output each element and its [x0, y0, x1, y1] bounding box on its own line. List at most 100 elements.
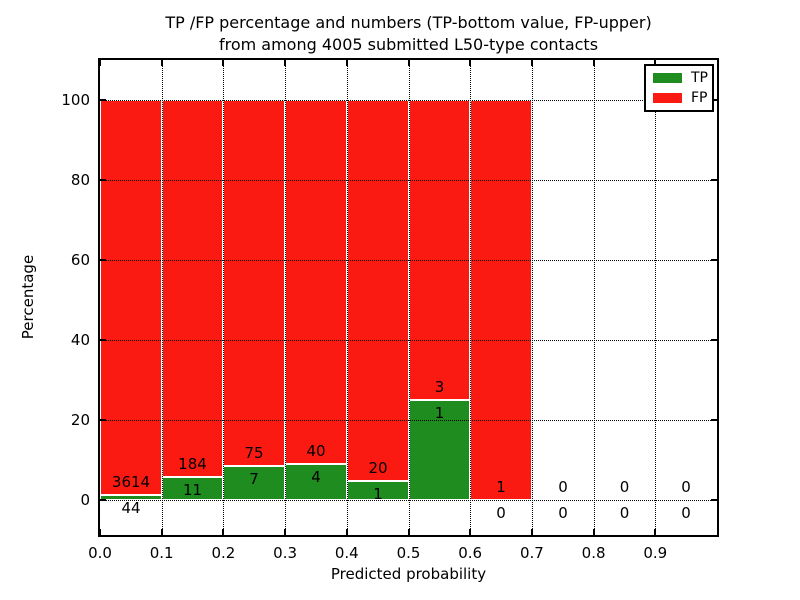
y-tick-mark [711, 419, 717, 421]
legend-entry-tp: TP [653, 70, 708, 86]
x-tick-label: 0.4 [334, 544, 359, 562]
fp-count-label: 184 [178, 455, 207, 473]
chart-title: TP /FP percentage and numbers (TP-bottom… [98, 12, 719, 56]
bar-fp-segment [409, 100, 470, 400]
x-tick-mark [160, 529, 163, 535]
x-tick-label: 0.2 [211, 544, 236, 562]
x-tick-mark [530, 529, 533, 535]
x-tick-label: 0.6 [458, 544, 483, 562]
fp-count-label: 3 [434, 378, 445, 396]
bar-fp-segment [162, 100, 223, 477]
v-gridline [285, 60, 287, 535]
tp-count-label: 0 [619, 504, 630, 522]
bar-fp-segment [347, 100, 409, 481]
y-tick-mark [711, 99, 717, 101]
chart-title-line1: TP /FP percentage and numbers (TP-bottom… [165, 13, 652, 32]
y-tick-label: 40 [70, 331, 90, 349]
tp-count-label: 11 [182, 481, 203, 499]
y-tick-mark [100, 339, 106, 341]
x-tick-mark [345, 60, 348, 66]
x-tick-label: 0.7 [519, 544, 544, 562]
x-tick-label: 0.5 [396, 544, 421, 562]
fp-count-label: 40 [306, 442, 326, 460]
v-gridline [531, 60, 533, 535]
v-gridline [408, 60, 410, 535]
x-tick-mark [469, 60, 472, 66]
legend-label: TP [691, 70, 708, 86]
y-tick-label: 20 [70, 411, 90, 429]
tp-count-label: 7 [249, 470, 259, 488]
legend-entry-fp: FP [653, 90, 708, 106]
y-tick-mark [711, 179, 717, 181]
y-tick-label: 80 [70, 171, 90, 189]
x-tick-mark [654, 529, 657, 535]
v-gridline [161, 60, 163, 535]
y-tick-mark [711, 339, 717, 341]
plot-area: 3614 44 184 11 75 7 40 4 20 1 3 1 1 0 0 0 0 0 0 0 [98, 58, 719, 537]
x-tick-mark [530, 60, 533, 66]
bar-fp-segment [100, 100, 162, 495]
fp-count-label: 75 [244, 444, 264, 462]
y-tick-label: 60 [70, 251, 90, 269]
bar-fp-segment [223, 100, 285, 466]
legend: TP FP [644, 64, 714, 112]
x-tick-mark [592, 60, 595, 66]
x-tick-mark [99, 60, 101, 66]
fp-count-label: 0 [619, 478, 630, 496]
bar-fp-segment [285, 100, 347, 464]
x-tick-mark [222, 529, 225, 535]
y-axis-label: Percentage [19, 254, 37, 340]
fp-count-label: 20 [368, 459, 388, 477]
x-tick-mark [654, 60, 657, 66]
fp-count-label: 0 [558, 478, 568, 496]
bar-tp-segment [223, 466, 285, 500]
tp-count-label: 4 [311, 468, 321, 486]
v-gridline [223, 60, 225, 535]
y-tick-label: 100 [61, 91, 90, 109]
tp-count-label: 1 [373, 485, 383, 503]
x-tick-label: 0.1 [149, 544, 174, 562]
x-tick-mark [407, 529, 410, 535]
fp-count-label: 1 [496, 478, 506, 496]
bar-fp-segment [470, 100, 532, 500]
x-tick-label: 0.3 [273, 544, 298, 562]
x-tick-mark [99, 529, 101, 535]
bar-tp-segment [409, 400, 470, 500]
x-tick-mark [345, 529, 348, 535]
tp-count-label: 0 [681, 504, 691, 522]
x-tick-label: 0.0 [88, 544, 112, 562]
x-tick-mark [222, 60, 225, 66]
tp-count-label: 0 [496, 504, 506, 522]
fp-count-label: 0 [681, 478, 691, 496]
x-tick-mark [469, 529, 472, 535]
v-gridline [470, 60, 472, 535]
chart-title-line2: from among 4005 submitted L50-type conta… [218, 35, 599, 54]
legend-label: FP [691, 90, 708, 106]
v-gridline [655, 60, 657, 535]
legend-swatch [653, 73, 682, 83]
tp-count-label: 44 [121, 499, 141, 517]
y-tick-mark [100, 99, 106, 101]
y-tick-mark [100, 499, 106, 501]
v-gridline [593, 60, 595, 535]
y-tick-mark [711, 499, 717, 501]
y-tick-mark [100, 259, 106, 261]
tp-count-label: 1 [434, 404, 445, 422]
y-tick-mark [711, 259, 717, 261]
x-tick-label: 0.8 [581, 544, 606, 562]
y-tick-mark [100, 179, 106, 181]
x-tick-mark [160, 60, 163, 66]
x-tick-mark [284, 60, 287, 66]
x-tick-mark [407, 60, 410, 66]
y-tick-label: 0 [80, 491, 90, 509]
legend-swatch [653, 93, 682, 103]
x-tick-label: 0.9 [643, 544, 668, 562]
y-tick-mark [100, 419, 106, 421]
bar-tp-segment [100, 495, 162, 500]
v-gridline [346, 60, 348, 535]
tp-count-label: 0 [558, 504, 568, 522]
x-tick-mark [284, 529, 287, 535]
x-axis-label: Predicted probability [330, 565, 487, 583]
x-tick-mark [592, 529, 595, 535]
